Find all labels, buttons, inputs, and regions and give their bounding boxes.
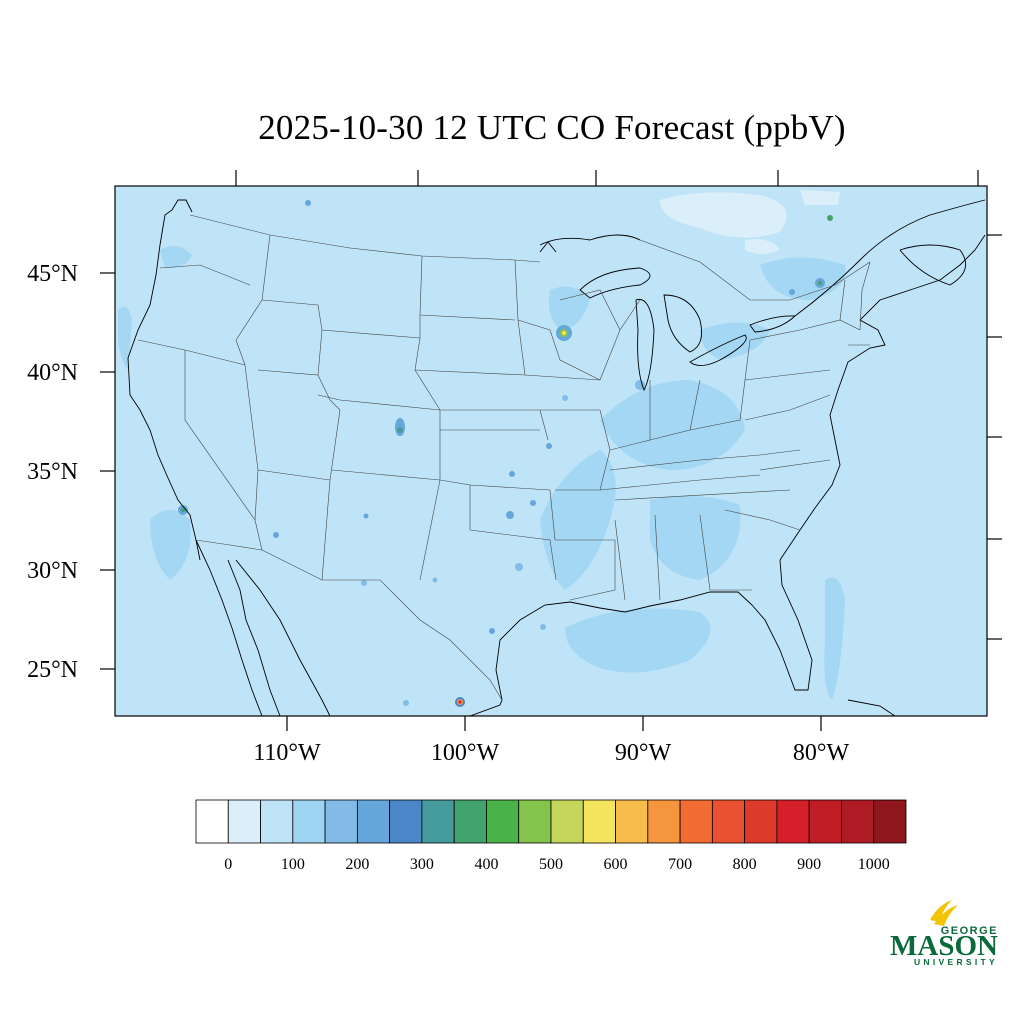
logo-top-text: GEORGE: [941, 925, 998, 937]
map-frame: [114, 185, 988, 717]
colorbar-tick-label: 100: [281, 856, 305, 873]
colorbar-swatch: [776, 799, 810, 844]
colorbar-tick-label: 500: [539, 856, 563, 873]
colorbar-labels: 0 100 200 300 400 500 600 700 800 900 1000: [224, 856, 889, 873]
colorbar-tick-label: 400: [474, 856, 498, 873]
coastlines: [127, 199, 986, 717]
lon-label-110: 110°W: [253, 740, 321, 766]
lat-label-45: 45°N: [27, 261, 78, 287]
lon-label-100: 100°W: [431, 740, 500, 766]
colorbar-swatch: [324, 799, 358, 844]
lon-label-90: 90°W: [615, 740, 672, 766]
lon-label-80: 80°W: [793, 740, 850, 766]
colorbar-tick-label: 300: [410, 856, 434, 873]
logo-bottom-text: UNIVERSITY: [914, 957, 998, 967]
colorbar-swatch: [518, 799, 552, 844]
logo-flame-icon: [930, 900, 952, 922]
colorbar-tick-label: 600: [604, 856, 628, 873]
colorbar-swatch: [550, 799, 584, 844]
gmu-logo: GEORGE MASON UNIVERSITY: [890, 900, 998, 967]
colorbar: [195, 799, 907, 844]
colorbar-tick-label: 0: [224, 856, 232, 873]
moderate-concentration-patches: [118, 246, 846, 700]
colorbar-swatch: [453, 799, 487, 844]
colorbar-swatch: [841, 799, 875, 844]
lat-label-30: 30°N: [27, 558, 78, 584]
colorbar-swatch: [808, 799, 842, 844]
colorbar-swatch: [227, 799, 261, 844]
latitude-labels: 45°N 40°N 35°N 30°N 25°N: [27, 261, 78, 683]
colorbar-swatch: [615, 799, 649, 844]
colorbar-swatch: [711, 799, 746, 844]
lat-label-25: 25°N: [27, 657, 78, 683]
colorbar-swatch: [389, 799, 423, 844]
colorbar-swatch: [421, 799, 455, 844]
colorbar-swatch: [679, 799, 713, 844]
colorbar-swatch: [486, 799, 520, 844]
lat-label-35: 35°N: [27, 459, 78, 485]
colorbar-swatch: [744, 799, 778, 844]
colorbar-swatch: [356, 799, 391, 844]
colorbar-swatch: [260, 799, 294, 844]
colorbar-tick-label: 200: [345, 856, 369, 873]
axis-ticks: [100, 170, 1002, 731]
low-concentration-patches: [660, 190, 840, 254]
longitude-labels: 110°W 100°W 90°W 80°W: [253, 740, 849, 766]
colorbar-swatch: [292, 799, 326, 844]
map-background: [115, 186, 987, 716]
colorbar-swatch: [647, 799, 681, 844]
colorbar-swatch: [582, 799, 616, 844]
hotspots: [178, 200, 833, 707]
colorbar-swatch: [873, 799, 907, 844]
map-title: 2025-10-30 12 UTC CO Forecast (ppbV): [258, 108, 846, 147]
colorbar-swatch: [195, 799, 229, 844]
colorbar-tick-label: 700: [668, 856, 692, 873]
colorbar-tick-label: 900: [797, 856, 821, 873]
state-boundaries: [137, 214, 871, 701]
colorbar-tick-label: 800: [733, 856, 757, 873]
logo-main-text: MASON: [890, 930, 998, 962]
map-panel[interactable]: [114, 185, 988, 717]
lat-label-40: 40°N: [27, 360, 78, 386]
colorbar-tick-label: 1000: [858, 856, 890, 873]
